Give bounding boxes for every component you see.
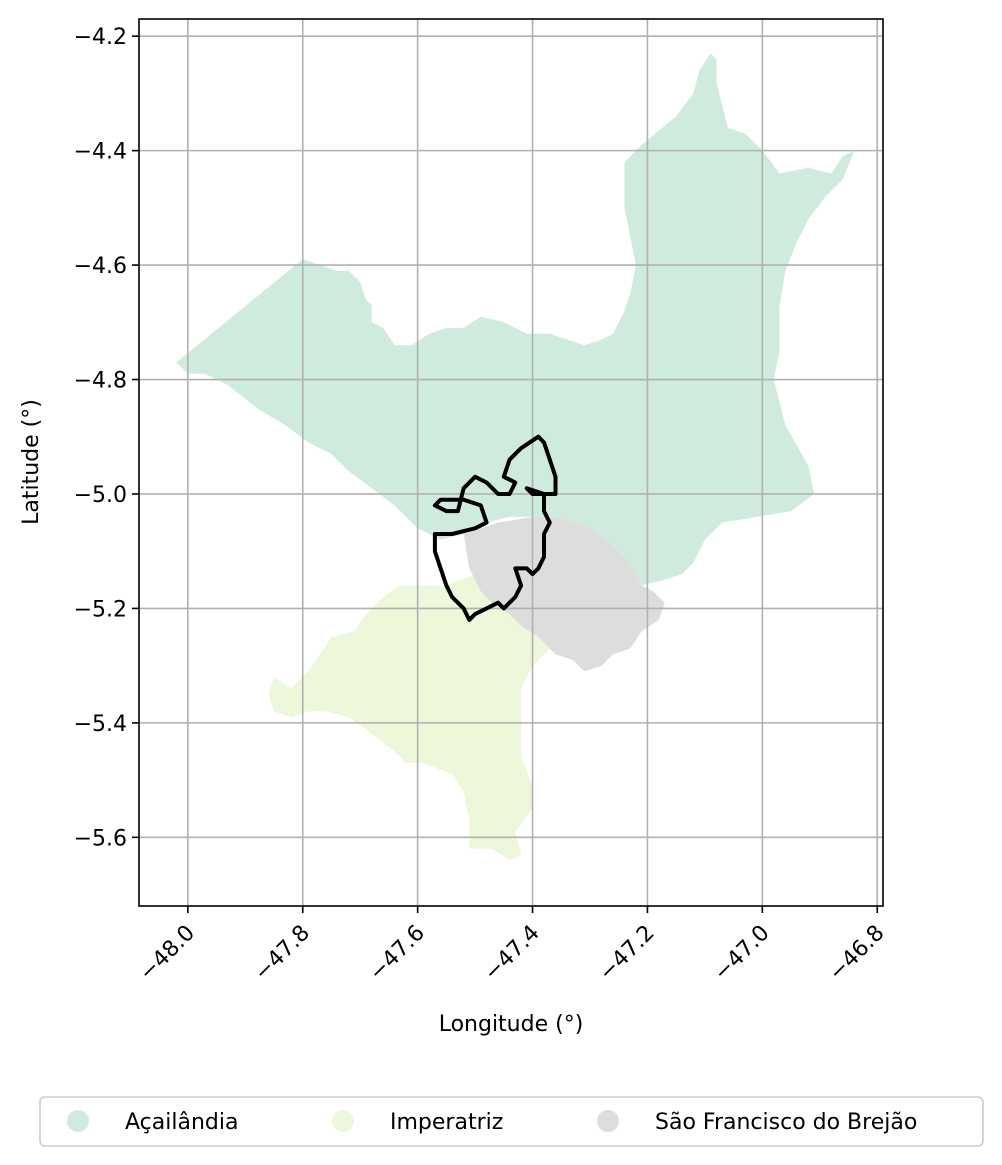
y-tick-label: −5.0 xyxy=(74,483,127,508)
legend-label-imperatriz: Imperatriz xyxy=(390,1110,503,1135)
study-area-outline xyxy=(432,434,558,622)
y-tick-label: −5.6 xyxy=(74,826,127,851)
region-acailandia xyxy=(176,53,855,586)
y-tick-label: −5.2 xyxy=(74,597,127,622)
region-sao-francisco-do-brejao xyxy=(463,516,665,672)
y-tick-label: −5.4 xyxy=(74,712,127,737)
legend-marker-acailandia xyxy=(67,1110,89,1132)
legend-marker-sao-francisco-do-brejao xyxy=(597,1110,619,1132)
y-axis-ticks: −4.2 −4.4 −4.6 −4.8 −5.0 −5.2 −5.4 −5.6 xyxy=(74,25,139,851)
legend-box xyxy=(39,1096,984,1147)
legend: Açailândia Imperatriz São Francisco do Bre… xyxy=(39,1096,984,1147)
y-tick-label: −4.6 xyxy=(74,254,127,279)
legend-label-acailandia: Açailândia xyxy=(125,1110,238,1135)
y-axis-label: Latitude (°) xyxy=(19,399,44,525)
legend-label-sao-francisco-do-brejao: São Francisco do Brejão xyxy=(655,1110,917,1135)
outline-layer xyxy=(432,434,558,622)
x-axis-label: Longitude (°) xyxy=(439,1012,584,1037)
plot-frame xyxy=(138,18,884,907)
y-tick-label: −4.8 xyxy=(74,369,127,394)
region-imperatriz xyxy=(268,574,550,861)
y-tick-label: −4.4 xyxy=(74,140,127,165)
y-tick-label: −4.2 xyxy=(74,25,127,50)
legend-marker-imperatriz xyxy=(332,1110,354,1132)
map-regions xyxy=(176,53,855,861)
